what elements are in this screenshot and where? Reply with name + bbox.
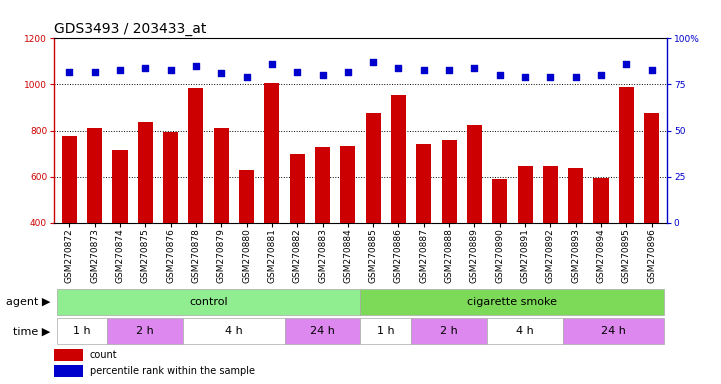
Bar xyxy=(360,318,411,344)
Text: 2 h: 2 h xyxy=(136,326,154,336)
Point xyxy=(368,59,379,65)
Text: percentile rank within the sample: percentile rank within the sample xyxy=(89,366,255,376)
Bar xyxy=(543,166,558,223)
Point xyxy=(114,67,125,73)
Bar xyxy=(112,150,128,223)
Bar xyxy=(213,128,229,223)
Bar xyxy=(518,166,533,223)
Bar xyxy=(366,113,381,223)
Text: cigarette smoke: cigarette smoke xyxy=(467,297,557,308)
Bar xyxy=(441,140,456,223)
Bar xyxy=(87,128,102,223)
Point xyxy=(469,65,480,71)
Point xyxy=(165,67,177,73)
Point xyxy=(443,67,455,73)
Bar xyxy=(492,179,508,223)
Point xyxy=(139,65,151,71)
Bar xyxy=(54,349,84,361)
Point xyxy=(89,68,100,74)
Bar xyxy=(563,318,664,344)
Point xyxy=(519,74,531,80)
Bar xyxy=(360,290,664,315)
Bar xyxy=(593,179,609,223)
Point xyxy=(216,70,227,76)
Point xyxy=(418,67,430,73)
Bar xyxy=(315,147,330,223)
Text: 24 h: 24 h xyxy=(601,326,626,336)
Bar xyxy=(285,318,360,344)
Bar xyxy=(487,318,563,344)
Bar xyxy=(619,87,634,223)
Point xyxy=(544,74,556,80)
Point xyxy=(266,61,278,67)
Point xyxy=(342,68,353,74)
Bar xyxy=(188,88,203,223)
Bar xyxy=(138,122,153,223)
Bar xyxy=(183,318,285,344)
Point xyxy=(621,61,632,67)
Text: 24 h: 24 h xyxy=(310,326,335,336)
Bar xyxy=(62,136,77,223)
Point xyxy=(63,68,75,74)
Text: 4 h: 4 h xyxy=(225,326,243,336)
Bar xyxy=(644,113,659,223)
Bar xyxy=(265,83,280,223)
Text: 4 h: 4 h xyxy=(516,326,534,336)
Bar xyxy=(107,318,183,344)
Bar xyxy=(416,144,431,223)
Point xyxy=(241,74,252,80)
Text: GDS3493 / 203433_at: GDS3493 / 203433_at xyxy=(54,22,206,36)
Bar xyxy=(411,318,487,344)
Text: 2 h: 2 h xyxy=(441,326,458,336)
Point xyxy=(646,67,658,73)
Bar xyxy=(163,132,178,223)
Text: count: count xyxy=(89,350,118,360)
Point xyxy=(494,72,505,78)
Bar xyxy=(57,318,107,344)
Bar xyxy=(239,170,254,223)
Text: control: control xyxy=(189,297,228,308)
Point xyxy=(570,74,582,80)
Bar xyxy=(467,125,482,223)
Point xyxy=(317,72,328,78)
Bar xyxy=(54,365,84,377)
Bar xyxy=(391,95,406,223)
Bar xyxy=(340,146,355,223)
Text: 1 h: 1 h xyxy=(73,326,91,336)
Bar xyxy=(57,290,360,315)
Text: time ▶: time ▶ xyxy=(13,326,50,336)
Point xyxy=(291,68,303,74)
Text: 1 h: 1 h xyxy=(377,326,394,336)
Point xyxy=(190,63,202,69)
Text: agent ▶: agent ▶ xyxy=(6,297,50,308)
Bar xyxy=(568,168,583,223)
Bar xyxy=(290,154,305,223)
Point xyxy=(596,72,607,78)
Point xyxy=(393,65,404,71)
